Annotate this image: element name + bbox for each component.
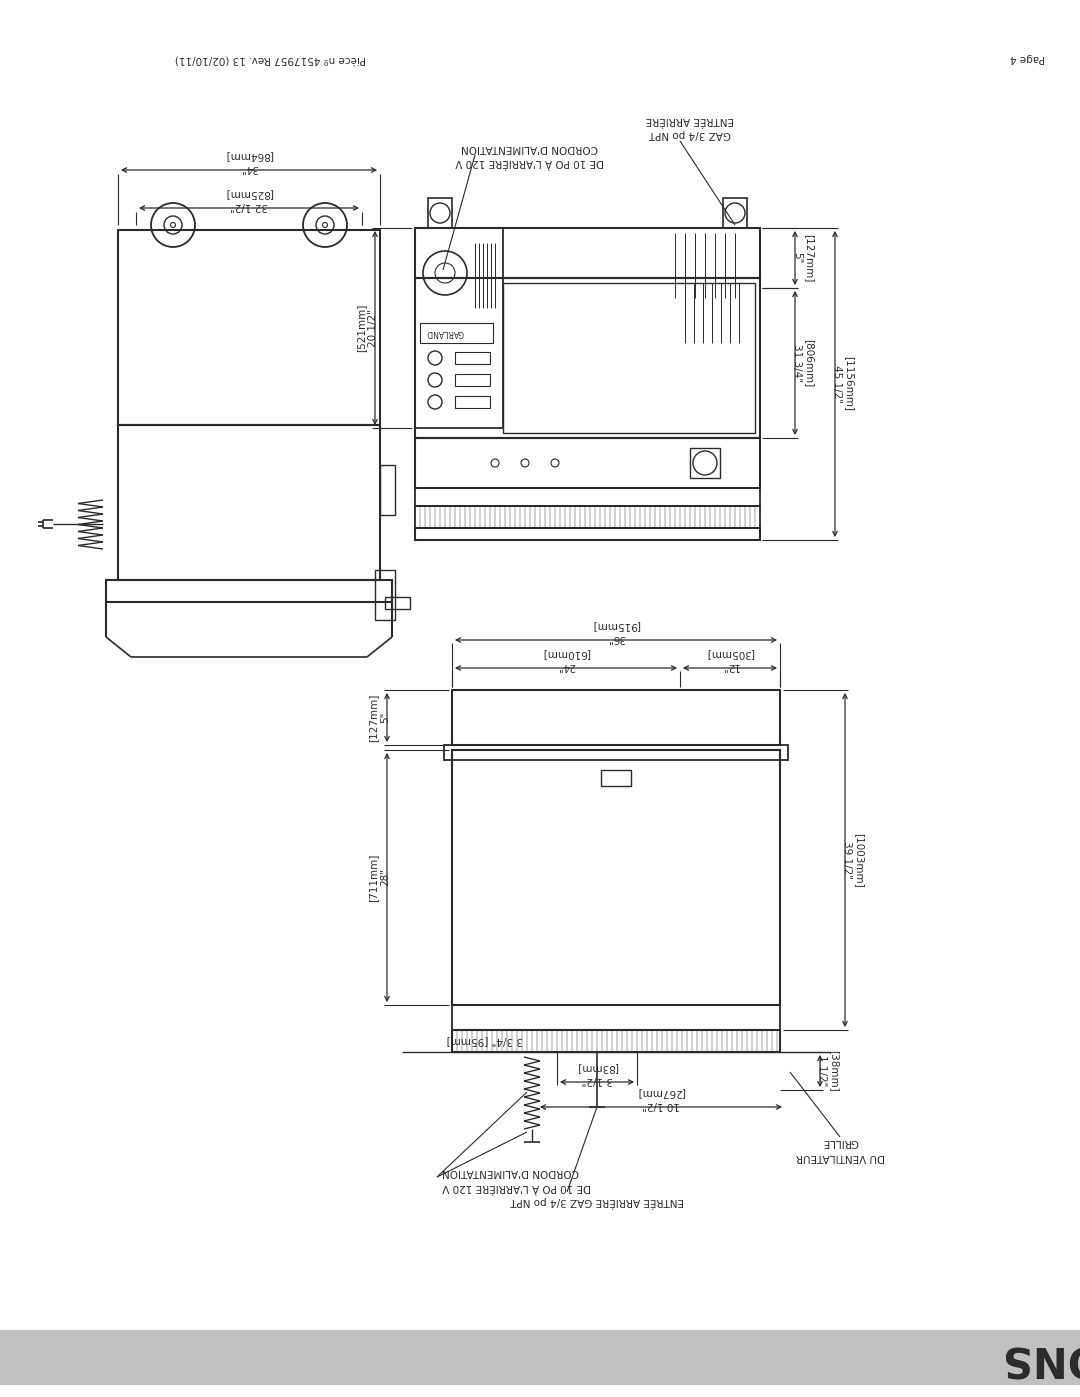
Text: ENTRÉE ARRIÈRE GAZ 3/4 po NPT: ENTRÉE ARRIÈRE GAZ 3/4 po NPT bbox=[510, 1196, 684, 1208]
Text: CORDON D'ALIMENTATION: CORDON D'ALIMENTATION bbox=[461, 142, 598, 154]
Bar bbox=[420, 323, 492, 344]
Bar bbox=[375, 570, 395, 620]
Text: 24": 24" bbox=[557, 661, 575, 671]
Text: [864mm]: [864mm] bbox=[225, 151, 273, 161]
Text: GARLAND: GARLAND bbox=[427, 328, 464, 338]
Text: 45 1/2": 45 1/2" bbox=[832, 365, 842, 402]
Text: [915mm]: [915mm] bbox=[592, 622, 640, 631]
Text: DIMENSIONS: DIMENSIONS bbox=[995, 1337, 1080, 1379]
Bar bbox=[415, 278, 760, 439]
Bar bbox=[428, 198, 453, 228]
Bar bbox=[444, 745, 788, 760]
Text: [127mm]: [127mm] bbox=[804, 233, 814, 282]
Text: 5": 5" bbox=[792, 253, 802, 264]
Text: [825mm]: [825mm] bbox=[225, 189, 273, 198]
Text: 1 1/2": 1 1/2" bbox=[816, 1055, 827, 1087]
Text: 10 1/2": 10 1/2" bbox=[643, 1099, 680, 1111]
Text: 20 1/2": 20 1/2" bbox=[368, 309, 378, 346]
Text: Page 4: Page 4 bbox=[1010, 53, 1045, 63]
Bar bbox=[415, 488, 760, 506]
Text: DE 10 PO À L'ARRIÈRE 120 V: DE 10 PO À L'ARRIÈRE 120 V bbox=[442, 1182, 591, 1192]
Text: [267mm]: [267mm] bbox=[637, 1088, 685, 1098]
Bar bbox=[453, 750, 780, 1004]
Bar bbox=[503, 284, 755, 433]
Bar bbox=[415, 439, 760, 488]
Text: 36": 36" bbox=[607, 633, 625, 643]
Text: [711mm]: [711mm] bbox=[368, 854, 378, 901]
Text: [521mm]: [521mm] bbox=[356, 303, 366, 352]
Text: GRILLE: GRILLE bbox=[822, 1137, 859, 1147]
Bar bbox=[118, 231, 380, 425]
Text: 32 1/2": 32 1/2" bbox=[230, 201, 268, 211]
Bar bbox=[455, 395, 490, 408]
Text: 31 3/4": 31 3/4" bbox=[792, 344, 802, 381]
Text: 34": 34" bbox=[240, 163, 258, 173]
Bar bbox=[0, 1330, 1080, 1384]
Bar bbox=[380, 465, 395, 515]
Text: DU VENTILATEUR: DU VENTILATEUR bbox=[796, 1153, 885, 1162]
Text: [1156mm]: [1156mm] bbox=[843, 356, 854, 412]
Text: GAZ 3/4 po NPT: GAZ 3/4 po NPT bbox=[649, 129, 731, 138]
Bar bbox=[453, 690, 780, 745]
Bar bbox=[415, 228, 503, 427]
Text: 3 3/4" [95mm]: 3 3/4" [95mm] bbox=[447, 1037, 524, 1046]
Bar bbox=[455, 374, 490, 386]
Bar bbox=[384, 597, 410, 609]
Text: Pièce nº 4517957 Rev. 13 (02/10/11): Pièce nº 4517957 Rev. 13 (02/10/11) bbox=[175, 53, 365, 63]
Text: 3 1/2": 3 1/2" bbox=[581, 1076, 612, 1085]
Text: [610mm]: [610mm] bbox=[542, 650, 590, 659]
Bar bbox=[690, 448, 720, 478]
Text: [38mm]: [38mm] bbox=[829, 1051, 839, 1092]
Text: 28": 28" bbox=[380, 869, 390, 887]
Bar bbox=[415, 228, 760, 278]
Bar bbox=[118, 425, 380, 580]
Bar bbox=[415, 528, 760, 541]
Text: CORDON D'ALIMENTATION: CORDON D'ALIMENTATION bbox=[442, 1166, 579, 1178]
Bar bbox=[453, 1004, 780, 1030]
Bar bbox=[453, 1030, 780, 1052]
Text: ENTRÉE ARRIÈRE: ENTRÉE ARRIÈRE bbox=[646, 115, 734, 124]
Text: 39 1/2": 39 1/2" bbox=[842, 841, 852, 879]
Bar bbox=[723, 198, 747, 228]
Bar bbox=[106, 580, 392, 602]
Bar bbox=[600, 770, 631, 787]
Text: [1003mm]: [1003mm] bbox=[854, 833, 864, 887]
Bar bbox=[415, 506, 760, 528]
Bar bbox=[455, 352, 490, 365]
Text: 5": 5" bbox=[380, 712, 390, 724]
Text: [305mm]: [305mm] bbox=[706, 650, 754, 659]
Text: [83mm]: [83mm] bbox=[576, 1063, 618, 1073]
Text: [806mm]: [806mm] bbox=[804, 339, 814, 387]
Text: 12": 12" bbox=[721, 661, 739, 671]
Text: DE 10 PO À L'ARRIÈRE 120 V: DE 10 PO À L'ARRIÈRE 120 V bbox=[456, 156, 605, 168]
Text: [127mm]: [127mm] bbox=[368, 693, 378, 742]
